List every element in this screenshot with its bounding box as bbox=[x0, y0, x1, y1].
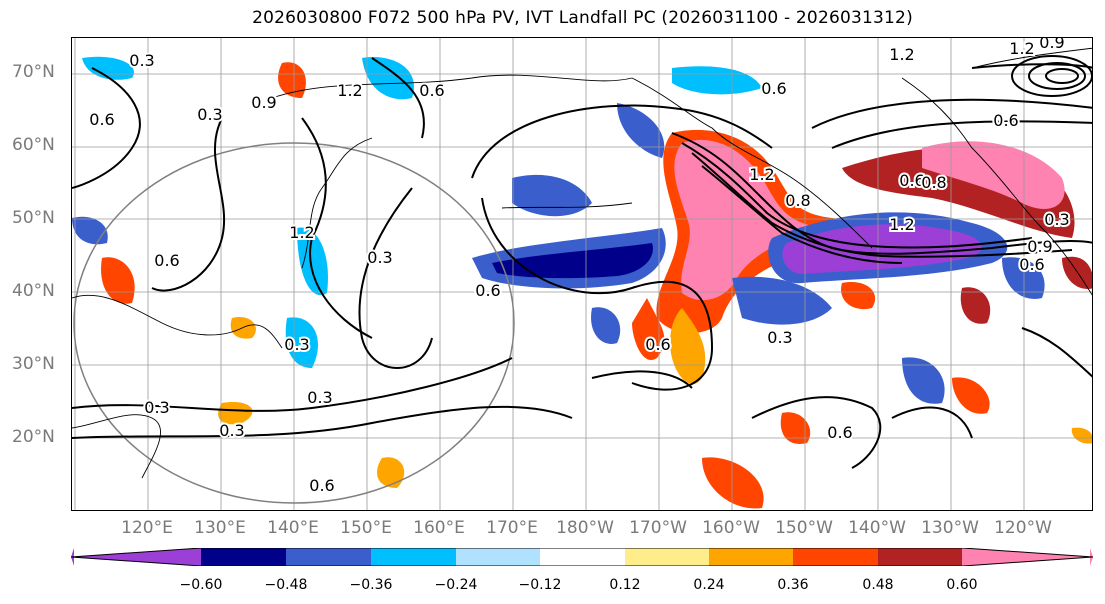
colorbar-tick: −0.12 bbox=[518, 577, 562, 593]
contour-label: 0.6 bbox=[827, 423, 852, 442]
lon-label: 150°W bbox=[775, 518, 833, 538]
lat-label: 60°N bbox=[12, 135, 55, 155]
contour-label: 0.3 bbox=[1044, 210, 1069, 229]
colorbar-tick: −0.36 bbox=[349, 577, 393, 593]
contour-label: 0.9 bbox=[251, 93, 276, 112]
contour-labels: 0.3 0.6 0.9 1.2 0.3 0.6 0.6 0.6 1.2 0.9 … bbox=[87, 38, 1071, 497]
contour-label: 0.6 bbox=[645, 335, 670, 354]
contour-label: 0.3 bbox=[197, 105, 222, 124]
lat-label: 30°N bbox=[12, 354, 55, 374]
contour-label: 0.3 bbox=[129, 51, 154, 70]
colorbar-segment bbox=[286, 548, 371, 566]
lon-label: 130°E bbox=[194, 518, 246, 538]
contour-label: 1.2 bbox=[289, 223, 314, 242]
contour-label: 0.9 bbox=[1039, 38, 1064, 52]
contour-label: 1.2 bbox=[1009, 39, 1034, 58]
lon-label: 150°E bbox=[340, 518, 392, 538]
lon-label: 170°E bbox=[486, 518, 538, 538]
colorbar-segment bbox=[540, 548, 625, 566]
lat-label: 20°N bbox=[12, 427, 55, 447]
contour-label: 1.2 bbox=[889, 45, 914, 64]
contour-label: 1.2 bbox=[337, 81, 362, 100]
coastlines bbox=[72, 47, 1092, 479]
contour-label: 0.6 bbox=[89, 110, 114, 129]
colorbar-segment bbox=[709, 548, 793, 566]
contour-label: 0.6 bbox=[899, 171, 924, 190]
graticule bbox=[72, 38, 1092, 510]
contour-label: 0.8 bbox=[921, 173, 946, 192]
contour-label: 0.6 bbox=[154, 251, 179, 270]
lon-label: 140°E bbox=[267, 518, 319, 538]
contour-label: 0.3 bbox=[307, 388, 332, 407]
map-panel: 0.3 0.6 0.9 1.2 0.3 0.6 0.6 0.6 1.2 0.9 … bbox=[71, 37, 1093, 511]
contour-label: 0.9 bbox=[1027, 237, 1052, 256]
pv-shading bbox=[72, 56, 1092, 509]
colorbar-segment bbox=[625, 548, 709, 566]
contour-label: 0.3 bbox=[367, 248, 392, 267]
colorbar-segment bbox=[878, 548, 962, 566]
colorbar-tick: −0.24 bbox=[434, 577, 478, 593]
region-circle bbox=[73, 142, 515, 504]
lon-label: 120°W bbox=[994, 518, 1052, 538]
lon-label: 130°W bbox=[921, 518, 979, 538]
contour-label: 0.6 bbox=[761, 79, 786, 98]
lon-label: 170°W bbox=[629, 518, 687, 538]
map-title: 2026030800 F072 500 hPa PV, IVT Landfall… bbox=[252, 8, 913, 28]
lat-label: 70°N bbox=[12, 62, 55, 82]
lat-label: 50°N bbox=[12, 208, 55, 228]
colorbar-tick: 0.24 bbox=[693, 577, 725, 593]
contour-label: 0.6 bbox=[1019, 255, 1044, 274]
colorbar-segment bbox=[456, 548, 540, 566]
colorbar-tick: 0.36 bbox=[777, 577, 809, 593]
contour-label: 1.2 bbox=[889, 215, 914, 234]
colorbar-segment bbox=[371, 548, 456, 566]
lon-label: 160°E bbox=[413, 518, 465, 538]
contour-label: 0.3 bbox=[767, 328, 792, 347]
map-plot: 0.3 0.6 0.9 1.2 0.3 0.6 0.6 0.6 1.2 0.9 … bbox=[72, 38, 1092, 510]
pv-contours bbox=[72, 55, 1092, 469]
colorbar-segment bbox=[793, 548, 878, 566]
contour-label: 1.2 bbox=[749, 165, 774, 184]
colorbar-tick: 0.48 bbox=[862, 577, 894, 593]
contour-label: 0.6 bbox=[419, 81, 444, 100]
colorbar-segment bbox=[201, 548, 286, 566]
colorbar bbox=[71, 548, 1093, 566]
contour-label: 0.3 bbox=[284, 335, 309, 354]
contour-label: 0.3 bbox=[219, 421, 244, 440]
colorbar-tick: −0.60 bbox=[179, 577, 223, 593]
contour-label: 0.6 bbox=[993, 111, 1018, 130]
colorbar-segment bbox=[71, 548, 201, 566]
colorbar-tick: 0.12 bbox=[609, 577, 641, 593]
colorbar-segment bbox=[962, 548, 1093, 566]
contour-label: 0.8 bbox=[785, 191, 810, 210]
lon-label: 160°W bbox=[702, 518, 760, 538]
contour-label: 0.6 bbox=[309, 476, 334, 495]
colorbar-tick: 0.60 bbox=[946, 577, 978, 593]
contour-label: 0.3 bbox=[144, 398, 169, 417]
lat-label: 40°N bbox=[12, 281, 55, 301]
lon-label: 120°E bbox=[121, 518, 173, 538]
colorbar-tick: −0.48 bbox=[264, 577, 308, 593]
lon-label: 140°W bbox=[848, 518, 906, 538]
lon-label: 180°W bbox=[556, 518, 614, 538]
contour-label: 0.6 bbox=[475, 281, 500, 300]
